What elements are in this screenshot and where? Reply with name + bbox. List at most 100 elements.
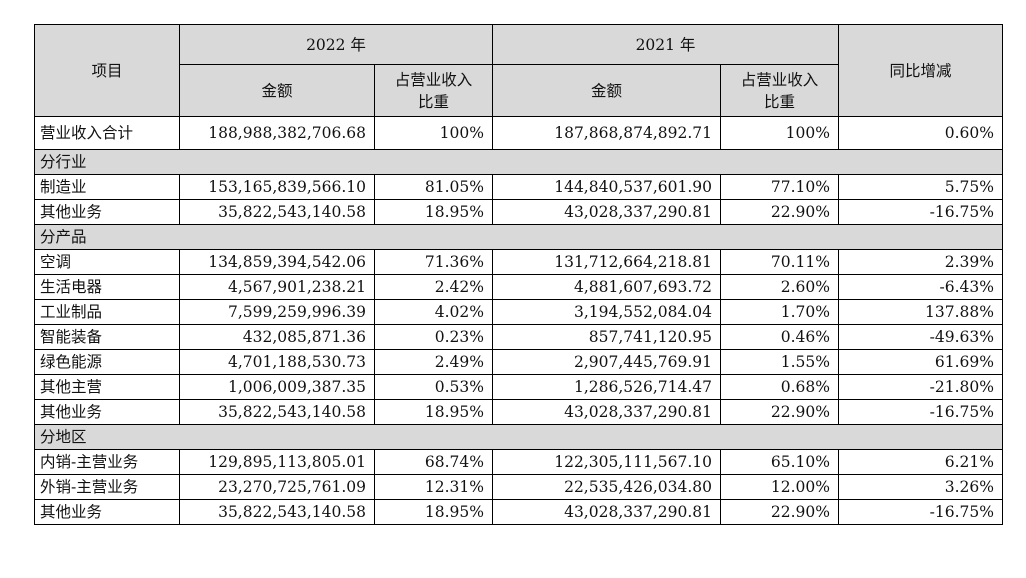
amount-2022: 4,567,901,238.21: [179, 274, 375, 300]
amount-2022: 35,822,543,140.58: [179, 399, 375, 425]
amount-2022: 134,859,394,542.06: [179, 249, 375, 275]
ratio-2022: 100%: [374, 116, 493, 150]
amount-2021: 43,028,337,290.81: [492, 399, 721, 425]
yoy-change: 0.60%: [838, 116, 1003, 150]
amount-2021: 22,535,426,034.80: [492, 474, 721, 500]
ratio-2022: 18.95%: [374, 399, 493, 425]
ratio-2021: 22.90%: [720, 199, 839, 225]
amount-2022: 4,701,188,530.73: [179, 349, 375, 375]
table-row: 空调 134,859,394,542.06 71.36% 131,712,664,21…: [34, 249, 1003, 275]
header-year-2022: 2022 年: [179, 24, 493, 65]
header-year-2021: 2021 年: [492, 24, 839, 65]
amount-2021: 2,907,445,769.91: [492, 349, 721, 375]
amount-2021: 4,881,607,693.72: [492, 274, 721, 300]
table-row: 其他业务 35,822,543,140.58 18.95% 43,028,337,29…: [34, 199, 1003, 225]
table-row: 其他业务 35,822,543,140.58 18.95% 43,028,337,29…: [34, 399, 1003, 425]
row-name: 其他主营: [34, 374, 180, 400]
table-row: 工业制品 7,599,259,996.39 4.02% 3,194,552,084.0…: [34, 299, 1003, 325]
yoy-change: 6.21%: [838, 449, 1003, 475]
section-row: 分地区: [34, 424, 1003, 450]
section-title: 分行业: [34, 149, 1003, 175]
amount-2021: 1,286,526,714.47: [492, 374, 721, 400]
ratio-2022: 12.31%: [374, 474, 493, 500]
header-ratio-line1: 占营业收入: [740, 70, 819, 89]
row-name: 外销-主营业务: [34, 474, 180, 500]
table-row: 外销-主营业务 23,270,725,761.09 12.31% 22,535,426…: [34, 474, 1003, 500]
amount-2022: 35,822,543,140.58: [179, 499, 375, 525]
amount-2022: 1,006,009,387.35: [179, 374, 375, 400]
amount-2022: 23,270,725,761.09: [179, 474, 375, 500]
section-row: 分行业: [34, 149, 1003, 175]
yoy-change: -16.75%: [838, 499, 1003, 525]
ratio-2021: 12.00%: [720, 474, 839, 500]
amount-2022: 7,599,259,996.39: [179, 299, 375, 325]
ratio-2022: 0.23%: [374, 324, 493, 350]
amount-2022: 153,165,839,566.10: [179, 174, 375, 200]
table-row: 绿色能源 4,701,188,530.73 2.49% 2,907,445,769.9…: [34, 349, 1003, 375]
ratio-2021: 70.11%: [720, 249, 839, 275]
ratio-2021: 77.10%: [720, 174, 839, 200]
header-ratio-2021: 占营业收入 比重: [720, 64, 839, 117]
header-amount-2021: 金额: [492, 64, 721, 117]
amount-2021: 43,028,337,290.81: [492, 499, 721, 525]
amount-2021: 144,840,537,601.90: [492, 174, 721, 200]
header-amount-2022: 金额: [179, 64, 375, 117]
ratio-2021: 65.10%: [720, 449, 839, 475]
ratio-2021: 100%: [720, 116, 839, 150]
header-yoy: 同比增减: [838, 24, 1003, 117]
section-title: 分产品: [34, 224, 1003, 250]
yoy-change: -6.43%: [838, 274, 1003, 300]
yoy-change: 5.75%: [838, 174, 1003, 200]
row-name: 空调: [34, 249, 180, 275]
row-name: 生活电器: [34, 274, 180, 300]
ratio-2022: 18.95%: [374, 199, 493, 225]
ratio-2021: 22.90%: [720, 399, 839, 425]
section-title: 分地区: [34, 424, 1003, 450]
amount-2022: 188,988,382,706.68: [179, 116, 375, 150]
amount-2022: 35,822,543,140.58: [179, 199, 375, 225]
row-name: 内销-主营业务: [34, 449, 180, 475]
row-name: 营业收入合计: [34, 116, 180, 150]
yoy-change: -16.75%: [838, 399, 1003, 425]
ratio-2022: 2.49%: [374, 349, 493, 375]
row-name: 工业制品: [34, 299, 180, 325]
ratio-2022: 68.74%: [374, 449, 493, 475]
ratio-2022: 0.53%: [374, 374, 493, 400]
header-ratio-2022: 占营业收入 比重: [374, 64, 493, 117]
ratio-2021: 1.55%: [720, 349, 839, 375]
table-row: 制造业 153,165,839,566.10 81.05% 144,840,537,6…: [34, 174, 1003, 200]
ratio-2021: 0.46%: [720, 324, 839, 350]
ratio-2022: 71.36%: [374, 249, 493, 275]
ratio-2021: 22.90%: [720, 499, 839, 525]
header-ratio-line2: 比重: [763, 92, 795, 111]
ratio-2022: 4.02%: [374, 299, 493, 325]
yoy-change: 61.69%: [838, 349, 1003, 375]
table-row: 智能装备 432,085,871.36 0.23% 857,741,120.95 0.4…: [34, 324, 1003, 350]
header-row-top: 项目 2022 年 2021 年 同比增减: [34, 24, 1003, 117]
amount-2021: 3,194,552,084.04: [492, 299, 721, 325]
table-row: 其他主营 1,006,009,387.35 0.53% 1,286,526,714.4…: [34, 374, 1003, 400]
revenue-table: 项目 2022 年 2021 年 同比增减 金额 占营业收入比重 金额 占营业收…: [34, 24, 1003, 525]
row-name: 智能装备: [34, 324, 180, 350]
row-name: 其他业务: [34, 199, 180, 225]
yoy-change: -21.80%: [838, 374, 1003, 400]
total-row: 营业收入合计 188,988,382,706.68 100% 187,868,8…: [34, 116, 1003, 150]
row-name: 绿色能源: [34, 349, 180, 375]
row-name: 其他业务: [34, 499, 180, 525]
ratio-2021: 2.60%: [720, 274, 839, 300]
table-row: 生活电器 4,567,901,238.21 2.42% 4,881,607,693.7…: [34, 274, 1003, 300]
amount-2021: 131,712,664,218.81: [492, 249, 721, 275]
section-row: 分产品: [34, 224, 1003, 250]
amount-2022: 129,895,113,805.01: [179, 449, 375, 475]
header-ratio-line2: 比重: [417, 92, 449, 111]
amount-2021: 43,028,337,290.81: [492, 199, 721, 225]
header-ratio-line1: 占营业收入: [394, 70, 473, 89]
row-name: 制造业: [34, 174, 180, 200]
ratio-2021: 1.70%: [720, 299, 839, 325]
table-row: 内销-主营业务 129,895,113,805.01 68.74% 122,305,1…: [34, 449, 1003, 475]
yoy-change: 3.26%: [838, 474, 1003, 500]
header-item: 项目: [34, 24, 180, 117]
table-row: 其他业务 35,822,543,140.58 18.95% 43,028,337,29…: [34, 499, 1003, 525]
yoy-change: -49.63%: [838, 324, 1003, 350]
ratio-2022: 81.05%: [374, 174, 493, 200]
